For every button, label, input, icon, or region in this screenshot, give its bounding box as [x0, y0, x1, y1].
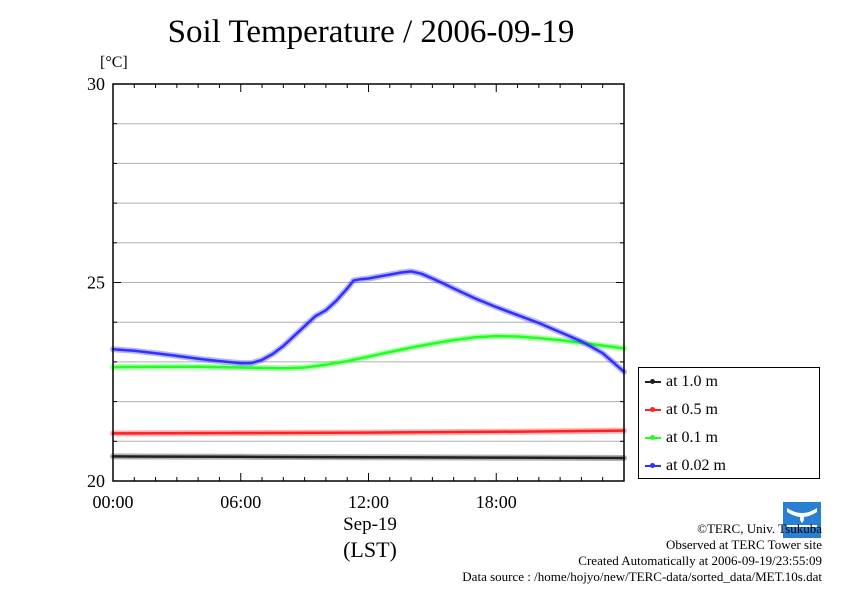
x-date-label: Sep-19 — [343, 514, 397, 535]
x-tick-label: 18:00 — [476, 492, 517, 512]
series-halo-2 — [110, 333, 627, 372]
series-line-3 — [111, 270, 626, 374]
credit-copyright: ©TERC, Univ. Tsukuba — [697, 521, 822, 536]
legend-label-002m: at 0.02 m — [666, 457, 726, 474]
series-line-0 — [111, 455, 626, 460]
legend-label-05m: at 0.5 m — [666, 401, 718, 418]
series-line-2 — [111, 334, 626, 370]
x-tick-label: 06:00 — [220, 492, 261, 512]
legend-item-05m: at 0.5 m — [645, 399, 718, 421]
legend-swatch-1m — [645, 379, 661, 384]
tick-layer — [113, 84, 624, 481]
y-unit-label: [°C] — [100, 54, 128, 71]
legend-swatch-05m — [645, 407, 661, 412]
credit-observed: Observed at TERC Tower site — [665, 537, 822, 552]
chart-title: Soil Temperature / 2006-09-19 — [167, 14, 575, 50]
terc-logo — [783, 502, 821, 538]
series-line-1 — [111, 429, 626, 435]
tick-label-layer: 00:00 06:00 12:00 18:00 20 25 30 — [87, 74, 517, 512]
credits-block: ©TERC, Univ. Tsukuba Observed at TERC To… — [462, 521, 822, 585]
grid-layer — [113, 123, 624, 442]
y-tick-label: 30 — [87, 74, 105, 94]
legend-item-002m: at 0.02 m — [645, 455, 726, 477]
credit-source: Data source : /home/hojyo/new/TERC-data/… — [462, 569, 822, 584]
legend-label-1m: at 1.0 m — [666, 373, 718, 390]
credit-created: Created Automatically at 2006-09-19/23:5… — [578, 553, 822, 568]
x-timezone-label: (LST) — [343, 537, 397, 562]
series-layer — [110, 268, 627, 461]
y-tick-label: 25 — [87, 273, 105, 293]
legend-swatch-01m — [645, 435, 661, 440]
x-tick-label: 00:00 — [92, 492, 133, 512]
legend-item-1m: at 1.0 m — [645, 371, 718, 393]
x-tick-label: 12:00 — [348, 492, 389, 512]
legend-item-01m: at 0.1 m — [645, 427, 718, 449]
legend: at 1.0 m at 0.5 m at 0.1 m at 0.02 m — [638, 367, 820, 479]
legend-label-01m: at 0.1 m — [666, 429, 718, 446]
y-tick-label: 20 — [87, 471, 105, 491]
legend-swatch-002m — [645, 463, 661, 468]
